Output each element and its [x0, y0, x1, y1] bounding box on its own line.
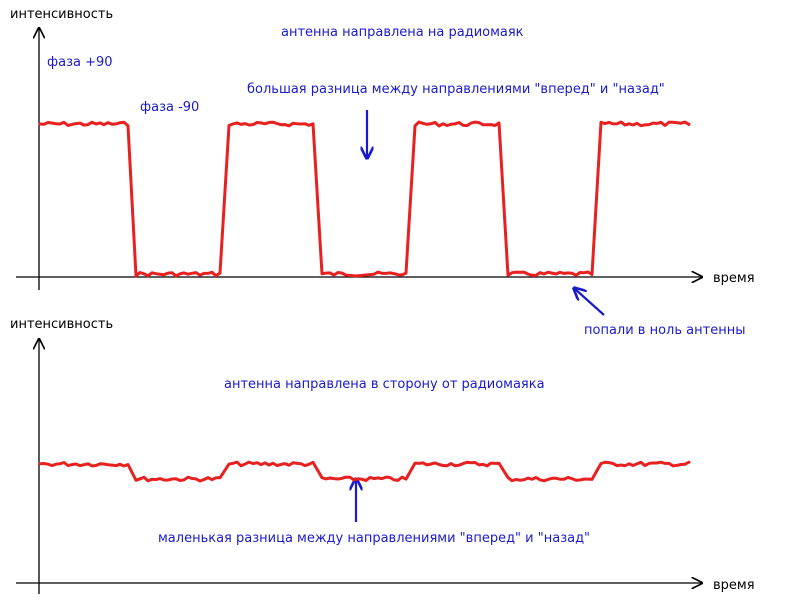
top-signal-line [38, 120, 691, 278]
bottom-signal-line [38, 460, 691, 483]
top-panel: интенсивность время антенна направлена н… [10, 7, 755, 338]
phase-plus-label: фаза +90 [47, 55, 113, 70]
phase-minus-label: фаза -90 [140, 100, 199, 115]
top-difference-note: большая разница между направлениями "впе… [247, 82, 665, 97]
arrow-up-left-icon [575, 289, 605, 316]
top-title: антенна направлена на радиомаяк [281, 25, 524, 40]
bottom-y-axis-label: интенсивность [10, 317, 113, 332]
bottom-difference-note: маленькая разница между направлениями "в… [158, 531, 590, 546]
bottom-x-axis-label: время [713, 578, 755, 593]
bottom-panel: интенсивность время антенна направлена в… [10, 317, 755, 594]
bottom-title: антенна направлена в сторону от радиомая… [224, 377, 545, 392]
top-y-axis-label: интенсивность [10, 7, 113, 22]
top-x-axis-label: время [713, 271, 755, 286]
null-note: попали в ноль антенны [584, 323, 745, 338]
